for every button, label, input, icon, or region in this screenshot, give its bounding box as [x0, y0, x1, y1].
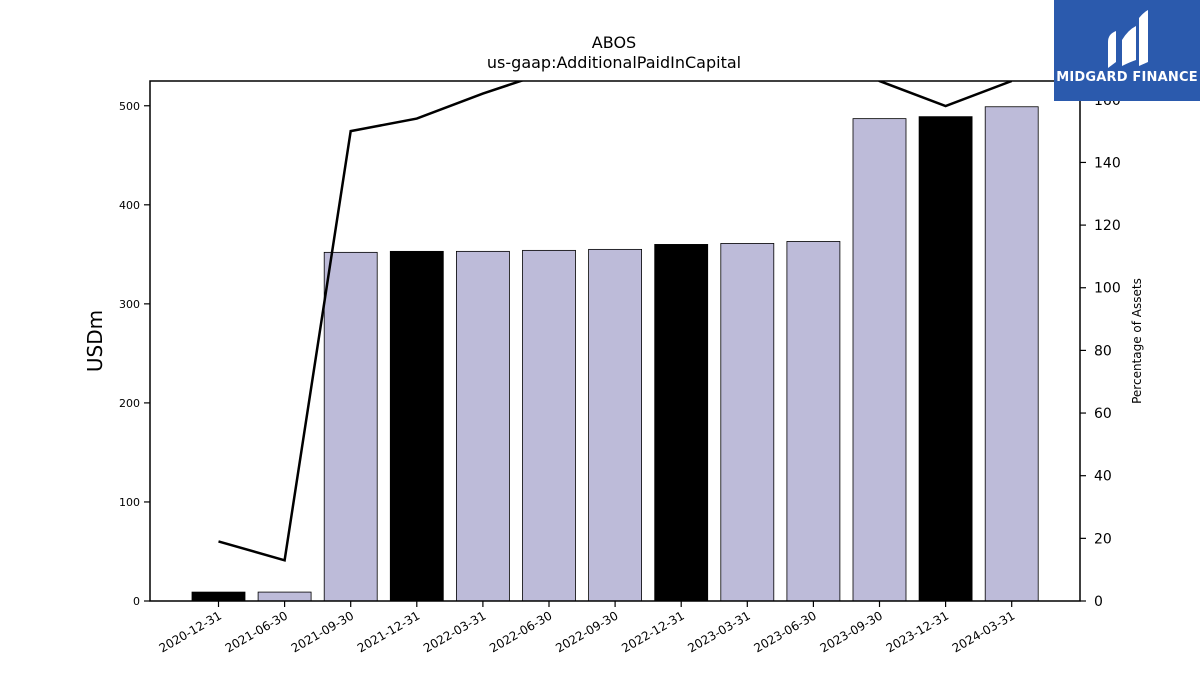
x-tick-label: 2023-06-30 [751, 608, 818, 655]
right-tick-label: 120 [1094, 218, 1121, 234]
bar-2023-03-31 [720, 243, 775, 602]
left-tick-label: 400 [119, 199, 140, 212]
left-tick-label: 500 [119, 100, 140, 113]
bar-2023-09-30 [852, 118, 907, 602]
x-tick-label: 2021-09-30 [289, 608, 356, 655]
x-tick-label: 2022-09-30 [553, 608, 620, 655]
y-axis-label-right: Percentage of Assets [1130, 278, 1144, 404]
chart-subtitle: us-gaap:AdditionalPaidInCapital [487, 53, 741, 72]
logo-text: MIDGARD FINANCE [1056, 70, 1198, 85]
x-tick-label: 2020-12-31 [157, 608, 224, 655]
x-tick-label: 2024-03-31 [950, 608, 1017, 655]
right-tick-label: 0 [1094, 594, 1103, 610]
bar-2024-03-31 [984, 106, 1039, 602]
right-tick-label: 80 [1094, 343, 1112, 359]
bar-2022-03-31 [455, 250, 510, 602]
logo-emblem-icon [1108, 10, 1148, 68]
left-tick-label: 0 [133, 595, 140, 608]
right-tick-label: 20 [1094, 531, 1112, 547]
bars-group [191, 106, 1039, 602]
left-tick-label: 300 [119, 298, 140, 311]
x-tick-label: 2022-06-30 [487, 608, 554, 655]
x-tick-label: 2023-03-31 [685, 608, 752, 655]
bar-2021-06-30 [257, 591, 312, 602]
left-tick-label: 200 [119, 397, 140, 410]
bar-2022-06-30 [522, 249, 576, 602]
left-tick-label: 100 [119, 496, 140, 509]
right-tick-label: 60 [1094, 406, 1112, 422]
series-line [218, 81, 1013, 562]
right-tick-label: 100 [1094, 281, 1121, 297]
bar-2023-12-31 [918, 116, 973, 602]
right-tick-label: 140 [1094, 155, 1121, 171]
line-layer [218, 81, 1013, 562]
bar-2022-09-30 [588, 248, 642, 602]
x-tick-label: 2023-12-31 [884, 608, 951, 655]
bar-2020-12-31 [191, 591, 246, 602]
x-tick-label: 2021-12-31 [355, 608, 422, 655]
right-tick-label: 40 [1094, 469, 1112, 485]
bar-2021-09-30 [323, 251, 378, 602]
brand-logo: MIDGARD FINANCE [1054, 0, 1200, 101]
chart-title: ABOS [592, 33, 636, 52]
x-tick-label: 2021-06-30 [223, 608, 290, 655]
x-tick-label: 2023-09-30 [818, 608, 885, 655]
x-tick-label: 2022-03-31 [421, 608, 488, 655]
bar-2021-12-31 [389, 250, 444, 602]
x-tick-label: 2022-12-31 [619, 608, 686, 655]
y-axis-label-left: USDm [83, 310, 107, 372]
bar-2022-12-31 [654, 244, 709, 602]
bar-2023-06-30 [786, 241, 841, 602]
